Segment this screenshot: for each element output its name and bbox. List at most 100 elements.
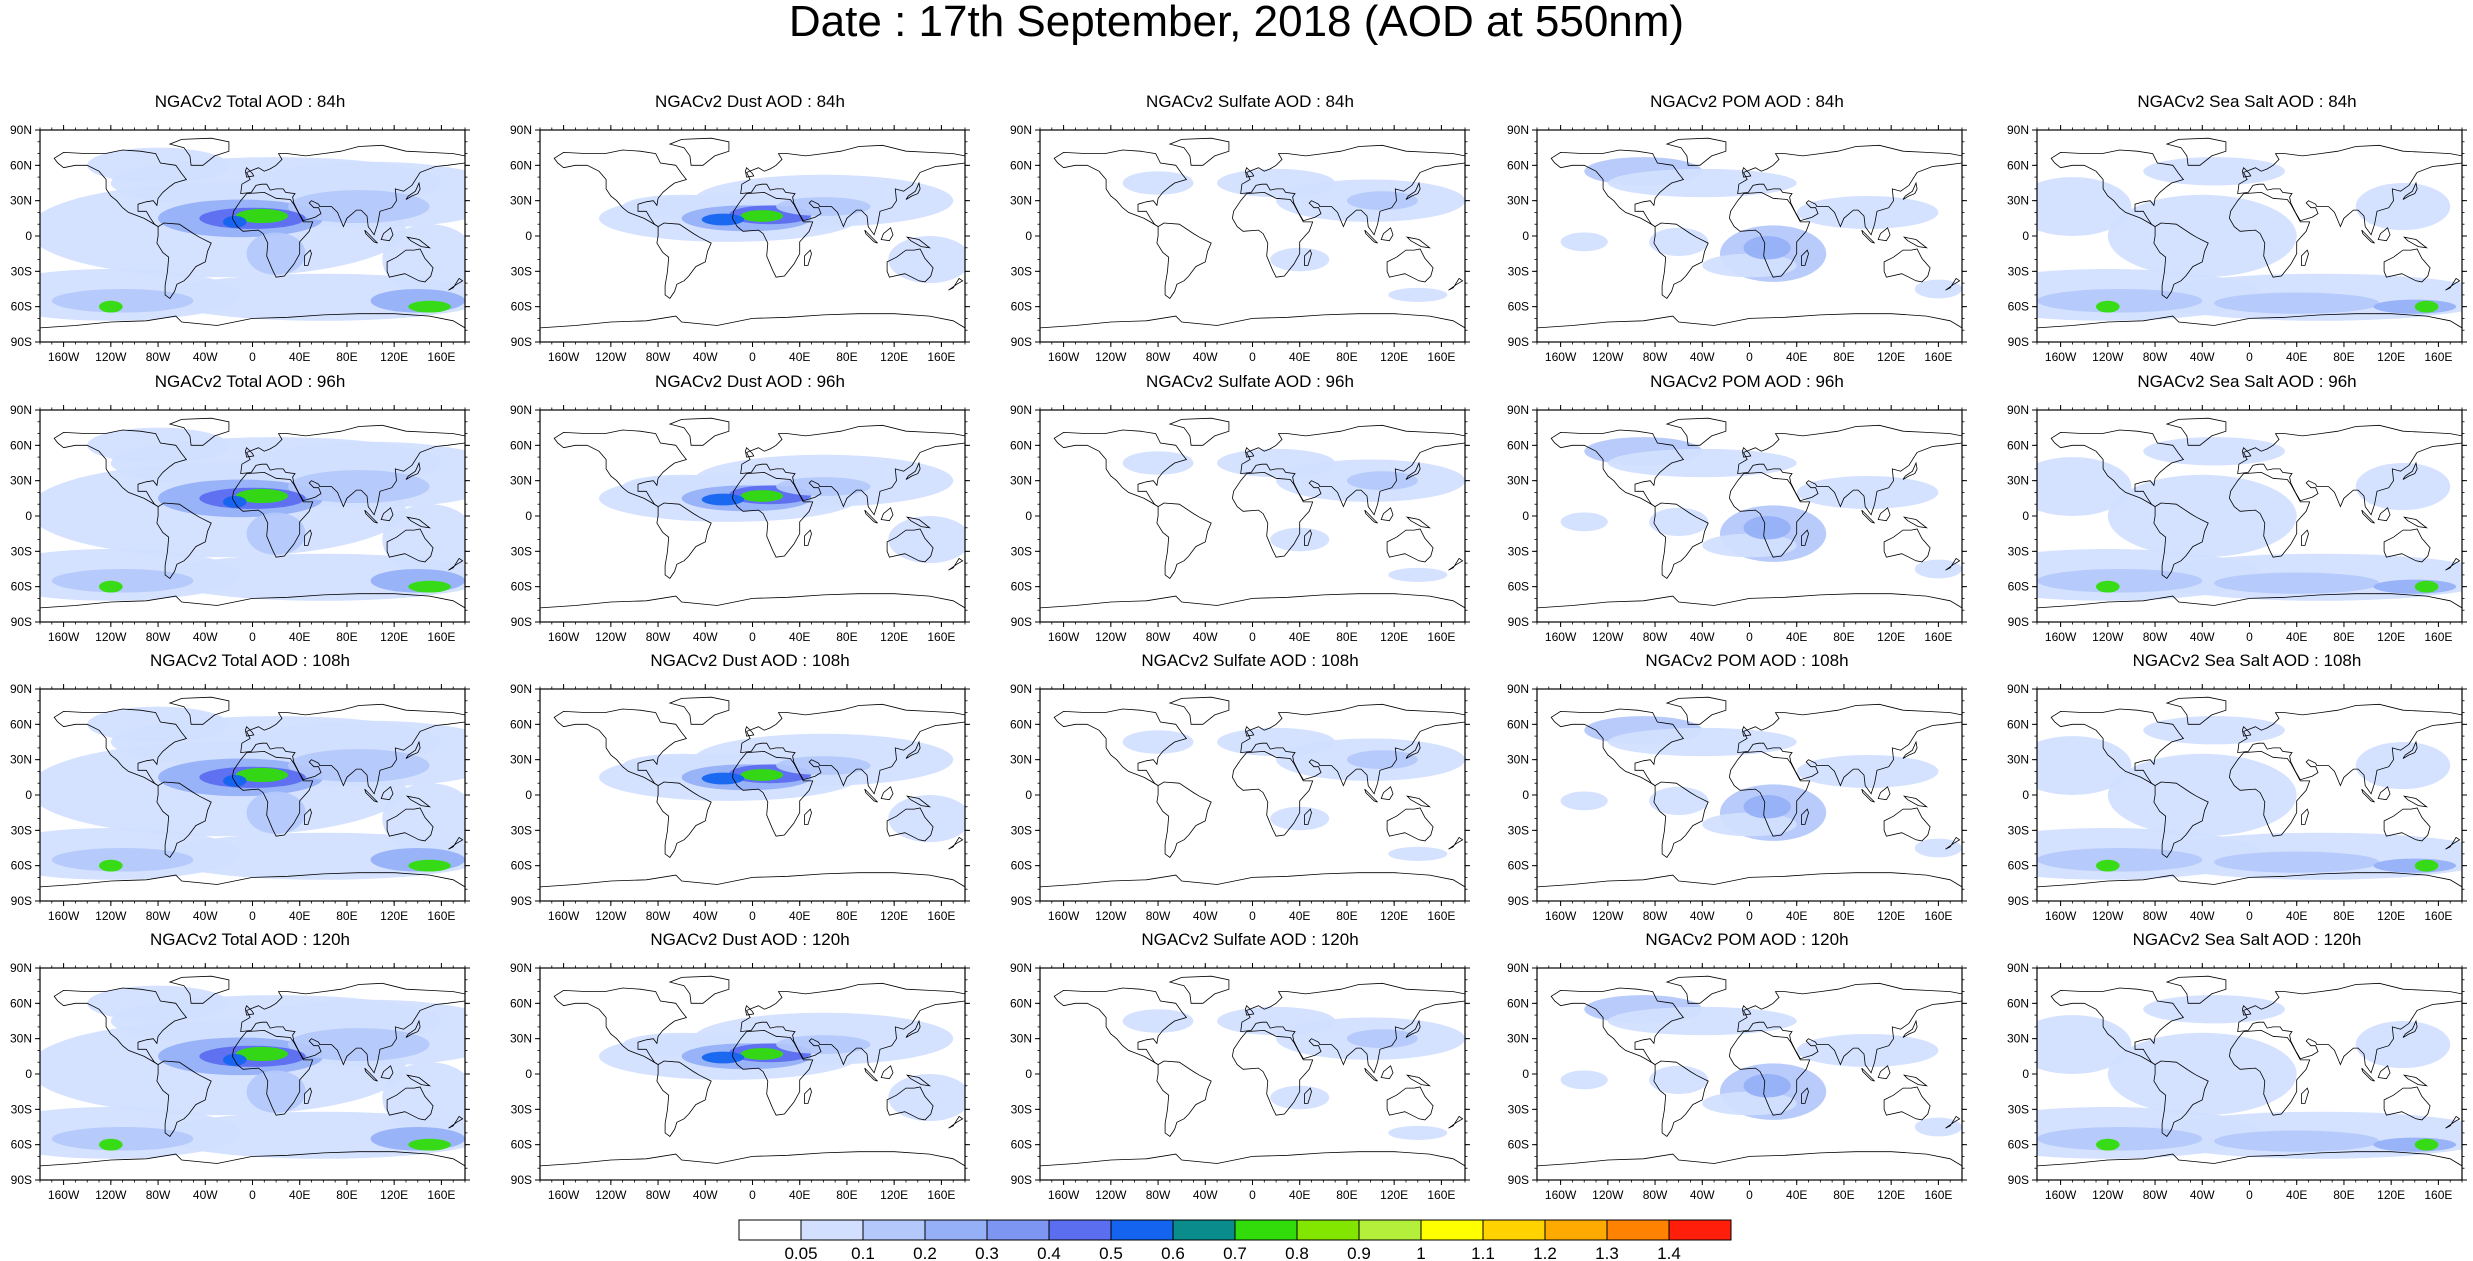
longitude-label: 40W	[1690, 350, 1715, 364]
coastline	[1945, 277, 1961, 291]
longitude-label: 120W	[1592, 909, 1624, 923]
coastline	[905, 181, 921, 200]
latitude-label: 60N	[10, 158, 32, 172]
latitude-label: 60N	[510, 996, 532, 1010]
coastline	[1244, 166, 1255, 178]
coastline	[1386, 807, 1434, 842]
latitude-label: 30S	[2008, 1102, 2029, 1116]
latitude-label: 90N	[1507, 403, 1529, 417]
aod-field-patch	[2107, 753, 2297, 837]
longitude-label: 0	[2246, 909, 2253, 923]
coastline	[53, 149, 188, 227]
coastline	[2445, 277, 2461, 291]
latitude-label: 90N	[10, 403, 32, 417]
latitude-label: 30N	[1507, 753, 1529, 767]
aod-field-patch	[2355, 463, 2451, 511]
longitude-label: 80E	[1833, 909, 1854, 923]
coastline	[2241, 1004, 2252, 1016]
latitude-label: 90N	[1010, 403, 1032, 417]
coastline	[1550, 987, 1685, 1065]
aod-field-patch	[99, 580, 123, 593]
latitude-label: 90S	[2008, 1173, 2029, 1187]
latitude-label: 0	[1025, 229, 1032, 243]
coastline	[2445, 836, 2461, 850]
coastline	[2165, 975, 2227, 1004]
longitude-label: 80E	[1336, 1188, 1357, 1202]
coastline	[1448, 1115, 1464, 1129]
coastline	[1550, 708, 1685, 786]
longitude-label: 120W	[595, 909, 627, 923]
coastline	[1380, 227, 1394, 242]
world-map: 90N 60N 30N 0 30S 60S 90S 160W 120W 80W 40W 0 40E 80E…	[1010, 961, 1470, 1202]
colorbar-label: 0.5	[1099, 1244, 1123, 1261]
coastline	[880, 227, 894, 242]
coastline	[804, 1087, 812, 1104]
aod-field-patch	[1702, 253, 1797, 278]
longitude-label: 40W	[2190, 1188, 2215, 1202]
aod-field-patch	[1122, 1009, 1194, 1033]
longitude-label: 80E	[2333, 1188, 2354, 1202]
coastline	[2241, 725, 2252, 737]
coastline	[1861, 229, 1875, 244]
coastline	[2037, 593, 2462, 622]
aod-field-patch	[2355, 183, 2451, 231]
longitude-label: 160E	[1427, 909, 1455, 923]
aod-field-patch	[1796, 195, 1939, 229]
aod-field-patch	[1649, 786, 1709, 816]
coastline	[744, 725, 755, 737]
longitude-label: 40W	[693, 1188, 718, 1202]
aod-field-patch	[1796, 1033, 1939, 1067]
coastline	[880, 1065, 894, 1080]
coastline	[1537, 872, 1962, 901]
longitude-label: 160W	[1545, 350, 1577, 364]
longitude-label: 40E	[1786, 630, 1807, 644]
longitude-label: 120W	[595, 1188, 627, 1202]
coastline	[2402, 1019, 2418, 1038]
coastline	[2237, 144, 2462, 236]
aod-field-patch	[2143, 157, 2285, 186]
longitude-label: 120E	[380, 350, 408, 364]
map-panel-pom-108h: NGACv2 POM AOD : 108h 90N 60N 30N 0 30S 60S 90S…	[1497, 651, 1997, 923]
coastline	[380, 786, 394, 801]
coastline	[864, 1067, 878, 1082]
longitude-label: 120E	[1380, 350, 1408, 364]
latitude-label: 0	[1522, 509, 1529, 523]
longitude-label: 80W	[1643, 630, 1668, 644]
world-map: 90N 60N 30N 0 30S 60S 90S 160W 120W 80W 40W 0 40E 80E…	[1507, 123, 1967, 364]
longitude-label: 120W	[95, 1188, 127, 1202]
aod-field-patch	[1649, 507, 1709, 537]
coastline	[1386, 1086, 1434, 1121]
coastline	[1801, 249, 1809, 266]
aod-field-patch	[2214, 292, 2380, 314]
latitude-label: 60N	[2007, 158, 2029, 172]
coastline	[2383, 248, 2431, 283]
coastline	[668, 137, 730, 166]
longitude-label: 80W	[646, 909, 671, 923]
latitude-label: 90N	[1507, 682, 1529, 696]
world-map: 90N 60N 30N 0 30S 60S 90S 160W 120W 80W 40W 0 40E 80E…	[510, 961, 970, 1202]
world-map: 90N 60N 30N 0 30S 60S 90S 160W 120W 80W 40W 0 40E 80E…	[1507, 403, 1967, 644]
latitude-label: 30N	[1010, 1032, 1032, 1046]
panel-title: NGACv2 Sulfate AOD : 96h	[1146, 372, 1354, 391]
map-panel-seasalt-84h: NGACv2 Sea Salt AOD : 84h 90N 60N 30N 0 30S 60…	[1997, 92, 2473, 364]
longitude-label: 40W	[193, 1188, 218, 1202]
latitude-label: 90N	[510, 961, 532, 975]
longitude-label: 0	[1249, 350, 1256, 364]
coastline	[1945, 836, 1961, 850]
latitude-label: 30N	[1507, 474, 1529, 488]
coastline	[2050, 987, 2185, 1065]
coastline	[244, 166, 255, 178]
coastline	[1304, 249, 1312, 266]
world-map: 90N 60N 30N 0 30S 60S 90S 160W 120W 80W 40W 0 40E 80E…	[10, 403, 470, 644]
latitude-label: 0	[525, 509, 532, 523]
coastline	[905, 1019, 921, 1038]
longitude-label: 40W	[2190, 909, 2215, 923]
longitude-label: 160W	[2045, 350, 2077, 364]
coastline	[40, 1151, 465, 1180]
longitude-label: 80E	[336, 909, 357, 923]
longitude-label: 160E	[1427, 1188, 1455, 1202]
coastline	[540, 872, 965, 901]
coastline	[2153, 222, 2209, 299]
coastline	[1231, 750, 1314, 837]
aod-field-patch	[382, 224, 465, 295]
